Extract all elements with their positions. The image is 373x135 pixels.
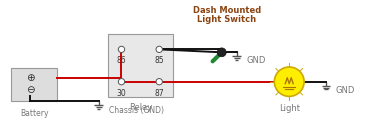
Text: 30: 30 bbox=[117, 89, 126, 98]
Circle shape bbox=[156, 46, 162, 53]
Text: Light Switch: Light Switch bbox=[197, 15, 256, 24]
Text: Chassis (GND): Chassis (GND) bbox=[109, 106, 164, 115]
Text: 87: 87 bbox=[154, 89, 164, 98]
Text: 86: 86 bbox=[117, 56, 126, 65]
FancyBboxPatch shape bbox=[11, 68, 57, 101]
Circle shape bbox=[156, 79, 162, 85]
Circle shape bbox=[217, 48, 226, 57]
Text: GND: GND bbox=[247, 56, 266, 65]
Text: ⊖: ⊖ bbox=[26, 85, 35, 95]
Text: Battery: Battery bbox=[20, 109, 48, 118]
Text: ⊕: ⊕ bbox=[26, 73, 35, 83]
Text: 85: 85 bbox=[154, 56, 164, 65]
Text: Dash Mounted: Dash Mounted bbox=[192, 6, 261, 15]
Circle shape bbox=[118, 79, 125, 85]
Text: GND: GND bbox=[336, 86, 355, 95]
Text: Light: Light bbox=[279, 104, 300, 113]
Circle shape bbox=[274, 67, 304, 96]
Circle shape bbox=[118, 46, 125, 53]
Text: Relay: Relay bbox=[129, 103, 152, 112]
FancyBboxPatch shape bbox=[107, 34, 173, 97]
